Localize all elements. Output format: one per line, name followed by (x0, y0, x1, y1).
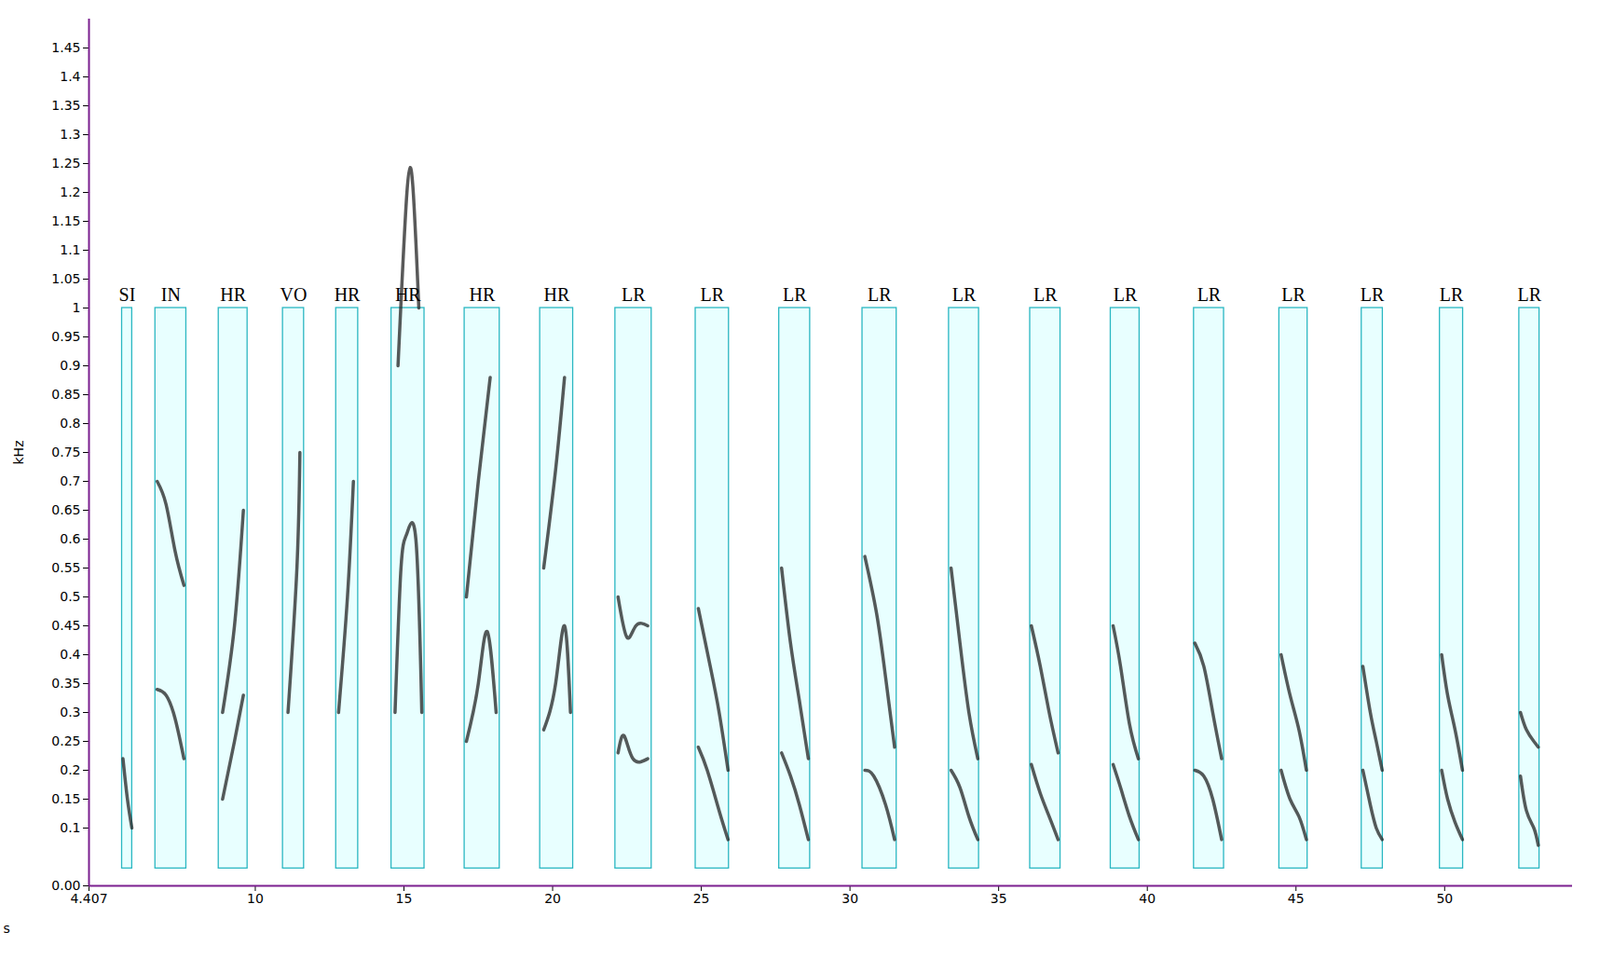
svg-text:LR: LR (867, 284, 892, 305)
svg-text:1.05: 1.05 (51, 271, 81, 287)
svg-text:HR: HR (219, 284, 247, 305)
svg-text:0.65: 0.65 (51, 502, 81, 518)
svg-text:35: 35 (990, 890, 1008, 906)
svg-text:HR: HR (395, 284, 422, 305)
svg-text:1.45: 1.45 (51, 40, 81, 55)
svg-text:0.45: 0.45 (51, 617, 81, 633)
svg-text:0.3: 0.3 (59, 704, 81, 720)
svg-text:0.4: 0.4 (59, 646, 81, 662)
svg-text:LR: LR (1113, 284, 1138, 305)
svg-text:0.15: 0.15 (51, 791, 81, 807)
svg-text:LR: LR (1281, 284, 1306, 305)
svg-text:LR: LR (952, 284, 977, 305)
svg-text:20: 20 (544, 890, 561, 906)
svg-text:25: 25 (693, 890, 711, 906)
svg-text:LR: LR (1360, 284, 1385, 305)
svg-text:0.1: 0.1 (59, 820, 81, 835)
svg-text:50: 50 (1435, 890, 1453, 906)
svg-text:LR: LR (1517, 284, 1542, 305)
svg-text:HR: HR (469, 284, 496, 305)
svg-text:0.95: 0.95 (51, 328, 81, 344)
svg-text:0.8: 0.8 (59, 415, 81, 431)
svg-text:LR: LR (621, 284, 646, 305)
svg-text:VO: VO (280, 284, 308, 305)
svg-text:1.1: 1.1 (59, 242, 81, 258)
svg-text:LR: LR (1197, 284, 1222, 305)
svg-text:10: 10 (246, 890, 264, 906)
svg-text:1.4: 1.4 (59, 68, 81, 84)
svg-text:LR: LR (1033, 284, 1058, 305)
svg-text:45: 45 (1287, 890, 1305, 906)
svg-text:4.407: 4.407 (69, 890, 108, 906)
svg-text:30: 30 (841, 890, 859, 906)
svg-text:0.5: 0.5 (59, 588, 81, 604)
svg-text:HR: HR (543, 284, 570, 305)
svg-text:0.25: 0.25 (51, 733, 81, 749)
svg-text:1.25: 1.25 (51, 155, 81, 171)
svg-text:kHz: kHz (11, 440, 27, 465)
svg-text:1.3: 1.3 (59, 126, 81, 142)
svg-text:0.35: 0.35 (51, 675, 81, 691)
svg-text:IN: IN (161, 284, 181, 305)
svg-text:1.2: 1.2 (59, 184, 81, 200)
svg-text:0.85: 0.85 (51, 386, 81, 402)
svg-text:1.35: 1.35 (51, 97, 81, 113)
svg-text:LR: LR (700, 284, 725, 305)
svg-text:0.75: 0.75 (51, 444, 81, 460)
svg-text:s: s (3, 920, 11, 936)
svg-text:15: 15 (396, 890, 413, 906)
svg-text:LR: LR (782, 284, 807, 305)
svg-text:SI: SI (119, 284, 137, 305)
svg-text:40: 40 (1138, 890, 1156, 906)
svg-text:HR: HR (334, 284, 361, 305)
svg-text:LR: LR (1439, 284, 1464, 305)
svg-text:1: 1 (72, 300, 82, 315)
svg-text:0.2: 0.2 (59, 762, 81, 778)
svg-text:0.7: 0.7 (59, 473, 81, 489)
svg-text:1.15: 1.15 (51, 213, 81, 229)
svg-text:0.55: 0.55 (51, 560, 81, 575)
svg-text:0.9: 0.9 (59, 357, 81, 373)
svg-text:0.00: 0.00 (51, 877, 81, 893)
svg-text:0.6: 0.6 (59, 531, 81, 547)
